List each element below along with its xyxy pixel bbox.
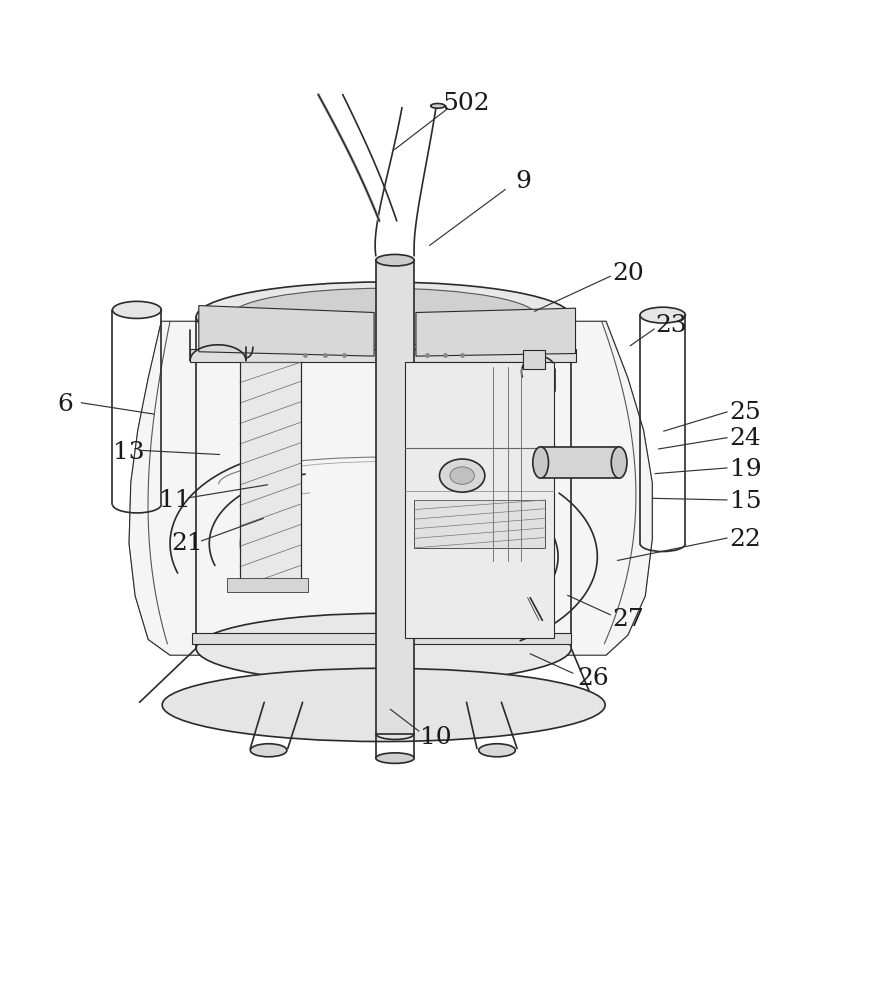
Ellipse shape — [250, 744, 287, 757]
Text: 26: 26 — [577, 667, 609, 690]
Ellipse shape — [196, 282, 571, 352]
Polygon shape — [414, 500, 545, 548]
Polygon shape — [129, 321, 652, 655]
Ellipse shape — [376, 254, 414, 266]
Text: 25: 25 — [730, 401, 761, 424]
Text: 11: 11 — [159, 489, 190, 512]
Polygon shape — [523, 350, 545, 369]
Text: 502: 502 — [443, 92, 490, 115]
Polygon shape — [376, 260, 414, 734]
Ellipse shape — [230, 288, 537, 345]
Ellipse shape — [533, 447, 548, 478]
Ellipse shape — [611, 447, 627, 478]
Text: 19: 19 — [730, 458, 761, 481]
Text: 24: 24 — [730, 427, 761, 450]
Text: 23: 23 — [656, 314, 687, 337]
Polygon shape — [416, 308, 576, 356]
Ellipse shape — [431, 104, 445, 108]
Polygon shape — [405, 362, 554, 638]
Ellipse shape — [439, 459, 485, 492]
Text: 20: 20 — [612, 262, 644, 285]
Ellipse shape — [112, 301, 161, 318]
Polygon shape — [199, 306, 374, 356]
Ellipse shape — [162, 668, 605, 742]
Polygon shape — [190, 349, 379, 362]
Ellipse shape — [196, 613, 571, 683]
Polygon shape — [541, 447, 619, 478]
Ellipse shape — [640, 307, 685, 323]
Polygon shape — [388, 633, 571, 644]
Text: 9: 9 — [515, 170, 531, 193]
Text: 13: 13 — [113, 441, 145, 464]
Text: 27: 27 — [612, 608, 644, 631]
Polygon shape — [227, 578, 308, 592]
Text: 15: 15 — [730, 490, 761, 513]
Polygon shape — [388, 349, 576, 362]
Polygon shape — [240, 362, 301, 587]
Polygon shape — [192, 633, 379, 644]
Text: 21: 21 — [172, 532, 203, 555]
Text: 10: 10 — [420, 726, 452, 749]
Ellipse shape — [479, 744, 515, 757]
Ellipse shape — [450, 467, 474, 484]
Text: 6: 6 — [58, 393, 73, 416]
Ellipse shape — [376, 753, 414, 763]
Text: 22: 22 — [730, 528, 761, 551]
